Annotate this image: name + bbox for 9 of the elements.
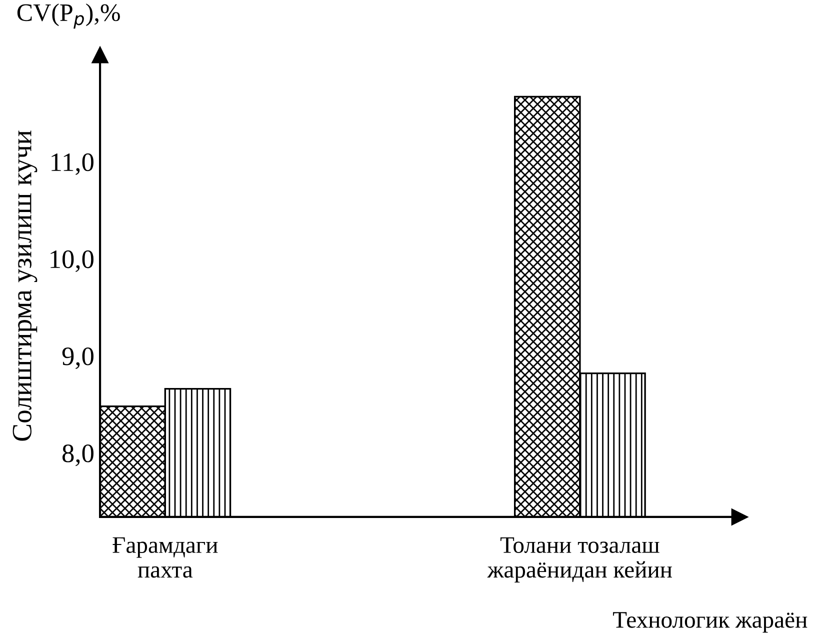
y-tick-label: 10,0 <box>50 250 94 272</box>
x-tick-label: Толани тозалаш жараёнидан кейин <box>487 537 672 582</box>
y-tick-label: 9,0 <box>62 347 94 370</box>
y-tick-label: 8,0 <box>62 444 94 466</box>
y-tick-label: 11,0 <box>52 153 94 175</box>
y-axis-title: Солиштирма узилиш кучи <box>12 130 38 441</box>
x-axis-title: Технологик жараён <box>613 612 808 633</box>
x-tick-label: Ғарамдаги пахта <box>112 537 218 578</box>
chart-title: CV(P$_{p}$),% <box>17 4 120 29</box>
